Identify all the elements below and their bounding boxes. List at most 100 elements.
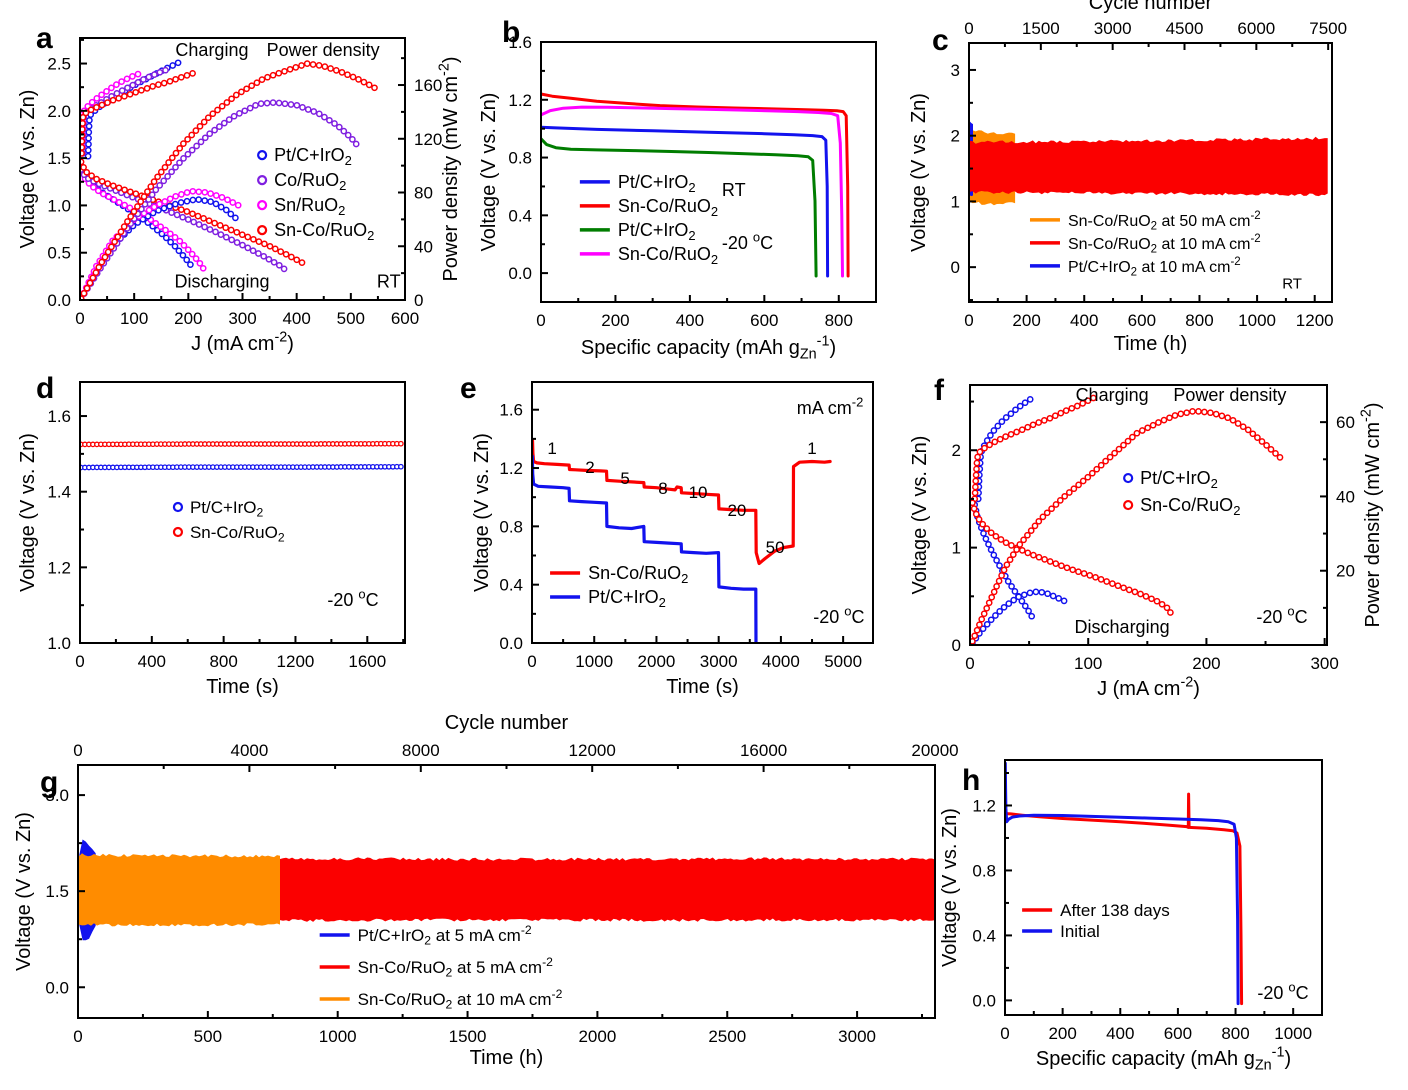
panel-c: 0 200 400 600 800 1000 1200 0 1 2 3 0 1500 3000 4500 60… xyxy=(908,0,1347,355)
c-x2tick: 7500 xyxy=(1309,19,1347,38)
e-ylabel: Voltage (V vs. Zn) xyxy=(471,433,493,592)
g-xtick: 0 xyxy=(73,1027,82,1046)
d-legend-label-0: Pt/C+IrO2 xyxy=(190,498,264,520)
e-ytick: 0.0 xyxy=(499,634,523,653)
c-xtick: 400 xyxy=(1070,311,1098,330)
b-xlabel: Specific capacity (mAh gZn-1) xyxy=(581,334,836,363)
panel-e-series xyxy=(531,438,832,644)
e-ytick: 0.8 xyxy=(499,517,523,536)
e-ytick: 0.4 xyxy=(499,576,523,595)
c-plot-border xyxy=(968,42,1333,303)
c-x2tick: 0 xyxy=(964,19,973,38)
a-ytick: 2.5 xyxy=(47,55,71,74)
g-x2tick: 8000 xyxy=(402,741,440,760)
f-annotation-3: -20 oC xyxy=(1256,603,1307,627)
d-legend-marker-1 xyxy=(172,526,184,538)
e-annotation-2: 1 xyxy=(547,439,556,458)
a-xtick: 500 xyxy=(337,309,365,328)
c-ytick: 3 xyxy=(951,61,960,80)
d-legend-marker-0 xyxy=(172,501,184,513)
b-ytick: 0.0 xyxy=(508,264,532,283)
g-legend-label-0: Pt/C+IrO2 at 5 mA cm-2 xyxy=(358,923,532,948)
g-xlabel: Time (h) xyxy=(470,1047,544,1069)
e-annotation-0: mA cm-2 xyxy=(797,395,864,419)
panel-letter-f: f xyxy=(934,374,945,407)
c-xlabel: Time (h) xyxy=(1114,333,1188,355)
panel-letter-d: d xyxy=(36,372,54,405)
panel-b-series xyxy=(540,92,850,278)
f-scatter-snco-discharge xyxy=(969,499,1174,616)
b-legend-label-2: Pt/C+IrO2 xyxy=(618,220,696,243)
a-legend-label-0: Pt/C+IrO2 xyxy=(274,145,352,168)
b-xtick: 400 xyxy=(676,311,704,330)
e-line-ptc xyxy=(531,454,758,644)
c-annotation-0: RT xyxy=(1282,276,1302,293)
g-band-snco-10 xyxy=(79,853,280,927)
c-ticks xyxy=(968,43,1330,302)
e-legend-label-1: Pt/C+IrO2 xyxy=(588,587,666,610)
g-x2tick: 16000 xyxy=(740,741,787,760)
g-xtick: 3000 xyxy=(838,1027,876,1046)
h-xlabel: Specific capacity (mAh gZn-1) xyxy=(1036,1045,1291,1074)
c-xtick: 800 xyxy=(1185,311,1213,330)
panel-g-series xyxy=(79,839,935,941)
f-y2tick: 20 xyxy=(1336,562,1355,581)
b-annotation-0: RT xyxy=(722,180,746,200)
b-legend-label-3: Sn-Co/RuO2 xyxy=(618,244,718,267)
c-ytick: 1 xyxy=(951,192,960,211)
c-legend-label-0: Sn-Co/RuO2 at 50 mA cm-2 xyxy=(1068,210,1261,232)
h-ytick: 0.8 xyxy=(972,861,996,880)
d-ytick: 1.6 xyxy=(47,407,71,426)
a-annotation-3: RT xyxy=(377,272,401,292)
f-legend-marker-1 xyxy=(1123,499,1134,511)
a-y2tick: 80 xyxy=(414,184,433,203)
b-line-ptc-m20 xyxy=(540,137,818,278)
h-xtick: 800 xyxy=(1221,1024,1249,1043)
d-xtick: 800 xyxy=(209,652,237,671)
g-legend-label-2: Sn-Co/RuO2 at 10 mA cm-2 xyxy=(358,987,563,1012)
h-ytick: 0.4 xyxy=(972,926,996,945)
a-legend-marker-1 xyxy=(257,175,268,186)
a-xtick: 400 xyxy=(282,309,310,328)
c-x2tick: 6000 xyxy=(1237,19,1275,38)
f-ytick: 0 xyxy=(952,636,961,655)
b-xtick: 600 xyxy=(750,311,778,330)
h-xtick: 600 xyxy=(1164,1024,1192,1043)
g-x2tick: 20000 xyxy=(911,741,958,760)
panel-e: 0 1000 2000 3000 4000 5000 0.0 0.4 0.8 1.2 1.6 Time… xyxy=(460,372,874,698)
a-xlabel: J (mA cm-2) xyxy=(191,330,294,355)
e-ytick: 1.6 xyxy=(499,401,523,420)
g-ylabel: Voltage (V vs. Zn) xyxy=(13,812,35,971)
d-xtick: 400 xyxy=(138,652,166,671)
a-legend-label-1: Co/RuO2 xyxy=(274,170,346,193)
b-xtick: 200 xyxy=(601,311,629,330)
e-xtick: 5000 xyxy=(824,652,862,671)
panel-d-series xyxy=(79,440,404,471)
a-ticks xyxy=(79,38,406,301)
h-ticks xyxy=(1004,771,1323,1015)
e-xtick: 4000 xyxy=(762,652,800,671)
d-xlabel: Time (s) xyxy=(206,676,279,698)
h-line-after-138-days xyxy=(1004,792,1244,1006)
a-legend-marker-3 xyxy=(257,225,268,236)
f-plot-border xyxy=(969,384,1328,646)
e-legend-label-0: Sn-Co/RuO2 xyxy=(588,563,688,586)
f-xtick: 100 xyxy=(1074,654,1102,673)
d-ytick: 1.4 xyxy=(47,483,71,502)
h-ylabel: Voltage (V vs. Zn) xyxy=(939,808,961,967)
h-xtick: 1000 xyxy=(1274,1024,1312,1043)
c-xtick: 600 xyxy=(1128,311,1156,330)
g-xtick: 1500 xyxy=(449,1027,487,1046)
f-y2label: Power density (mW cm-2) xyxy=(1359,402,1384,627)
e-annotation-5: 8 xyxy=(658,479,667,498)
g-x2tick: 12000 xyxy=(569,741,616,760)
panel-h-series xyxy=(1004,761,1244,1006)
h-xtick: 400 xyxy=(1106,1024,1134,1043)
a-xtick: 600 xyxy=(391,309,419,328)
d-plot-border xyxy=(79,381,406,644)
a-y2tick: 160 xyxy=(414,76,442,95)
f-ytick: 1 xyxy=(952,539,961,558)
g-xtick: 2000 xyxy=(578,1027,616,1046)
